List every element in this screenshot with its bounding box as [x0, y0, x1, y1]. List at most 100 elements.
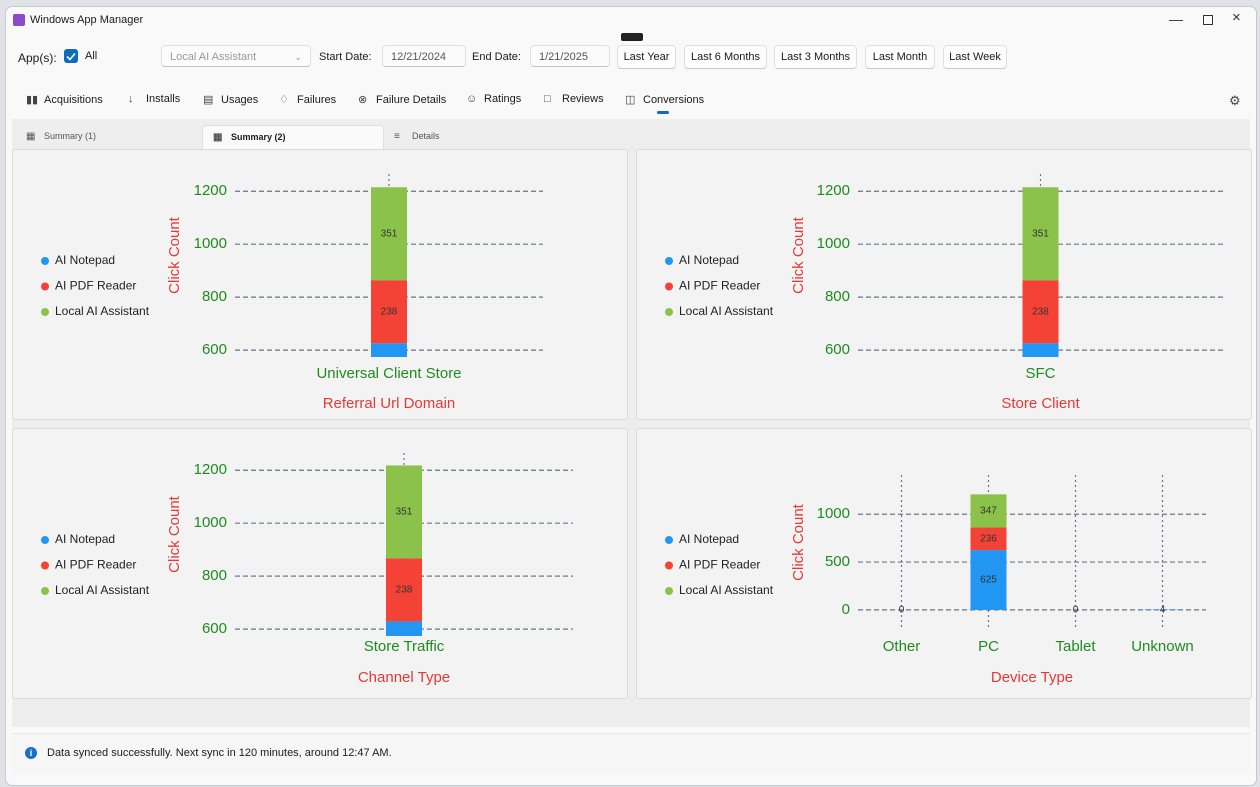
status-message: Data synced successfully. Next sync in 1… — [47, 747, 392, 759]
legend-marker — [665, 536, 673, 544]
subtab-icon: ▦ — [213, 132, 223, 143]
y-tick-label: 1200 — [817, 182, 850, 199]
y-tick-label: 1000 — [817, 235, 850, 252]
dropdown-text: Local AI Assistant — [170, 51, 257, 63]
tab-label: Usages — [221, 94, 259, 106]
apps-label: App(s): — [18, 51, 57, 65]
tab-indicator — [657, 111, 669, 114]
bar-segment — [970, 550, 1007, 610]
end-date[interactable]: 1/21/2025 — [530, 45, 610, 67]
tab-label: Failure Details — [376, 94, 447, 106]
tab[interactable]: ☺ Ratings — [466, 93, 521, 105]
legend-label: Local AI Assistant — [679, 583, 774, 597]
tab[interactable]: ◫ Conversions — [625, 93, 704, 114]
drag-handle — [621, 33, 643, 41]
app-dropdown[interactable]: Local AI Assistant ⌄ — [161, 45, 311, 67]
tab[interactable]: ▤ Usages — [203, 93, 258, 106]
tab-label: Acquisitions — [44, 94, 103, 106]
x-tick-label: PC — [978, 638, 999, 655]
y-axis-title: Click Count — [166, 495, 183, 573]
data-label: 238 — [396, 585, 413, 596]
tab-icon: ◫ — [625, 94, 636, 106]
y-axis-title: Click Count — [166, 216, 183, 294]
data-label: 347 — [980, 506, 997, 517]
subtab[interactable]: ▦ Summary (1) — [16, 125, 196, 148]
window: Windows App Manager — × App(s): All Loca… — [5, 6, 1257, 786]
legend-label: AI Notepad — [679, 532, 739, 546]
range-button[interactable]: Last 3 Months — [774, 45, 857, 69]
bar-segment — [1022, 343, 1059, 357]
legend-marker — [41, 257, 49, 265]
end-label: End Date: — [472, 51, 521, 63]
bar-segment — [970, 527, 1007, 551]
legend-label: AI PDF Reader — [55, 279, 136, 293]
end-date-text: 1/21/2025 — [539, 51, 588, 63]
close[interactable]: × — [1232, 9, 1241, 26]
legend-marker — [665, 587, 673, 595]
bar-segment — [1022, 280, 1059, 344]
x-tick-label: Universal Client Store — [316, 365, 461, 382]
tab-label: Ratings — [484, 93, 522, 105]
range-button[interactable]: Last Year — [617, 45, 676, 69]
x-tick-label: Store Traffic — [364, 638, 445, 655]
chart-panel: AI Notepad AI PDF Reader Local AI Assistan… — [636, 149, 1252, 420]
info-icon: i — [25, 747, 37, 759]
tab-label: Failures — [297, 94, 337, 106]
bar-segment — [386, 465, 422, 559]
legend-label: Local AI Assistant — [55, 304, 150, 318]
subtab-icon: ≡ — [394, 131, 400, 142]
chart-panel: AI Notepad AI PDF Reader Local AI Assistan… — [12, 149, 628, 420]
y-tick-label: 600 — [202, 341, 227, 358]
data-label: 238 — [381, 306, 398, 317]
legend-label: AI Notepad — [679, 253, 739, 267]
data-label: 351 — [396, 507, 413, 518]
legend-label: Local AI Assistant — [55, 583, 150, 597]
tab[interactable]: ⊗ Failure Details — [358, 93, 446, 106]
range-button[interactable]: Last Week — [943, 45, 1007, 69]
tab[interactable]: ▮▮ Acquisitions — [26, 93, 103, 106]
subtab[interactable]: ▦ Summary (2) — [202, 125, 384, 149]
tab-icon: ⊗ — [358, 94, 368, 106]
subtab[interactable]: ≡ Details — [384, 125, 564, 148]
tab-icon: ↓ — [128, 93, 134, 105]
x-axis-title: Device Type — [991, 669, 1073, 686]
y-tick-label: 800 — [825, 288, 850, 305]
legend-label: AI Notepad — [55, 253, 115, 267]
settings[interactable]: ⚙ — [1229, 93, 1241, 108]
legend-label: AI PDF Reader — [55, 558, 136, 572]
start-date[interactable]: 12/21/2024 — [382, 45, 466, 67]
all-checkbox[interactable] — [64, 49, 78, 63]
bar-segment — [371, 343, 407, 357]
x-axis-title: Store Client — [1001, 395, 1080, 412]
bar-segment — [371, 187, 407, 281]
start-label: Start Date: — [319, 51, 372, 63]
chart-panel: AI Notepad AI PDF Reader Local AI Assistan… — [12, 428, 628, 699]
legend-marker — [665, 561, 673, 570]
minimize[interactable]: — — [1169, 11, 1183, 27]
y-axis-title: Click Count — [790, 503, 807, 581]
data-label: 351 — [381, 228, 398, 239]
y-tick-label: 1000 — [194, 235, 227, 252]
data-label: 0 — [1073, 605, 1079, 616]
tab-icon: ♢ — [279, 94, 289, 106]
tab[interactable]: □ Reviews — [544, 93, 604, 105]
start-date-text: 12/21/2024 — [391, 51, 447, 63]
chart: AI Notepad AI PDF Reader Local AI Assistan… — [41, 174, 543, 412]
chart: AI Notepad AI PDF Reader Local AI Assistan… — [665, 475, 1206, 686]
range-button[interactable]: Last Month — [865, 45, 935, 69]
range-button[interactable]: Last 6 Months — [684, 45, 767, 69]
chart: AI Notepad AI PDF Reader Local AI Assistan… — [665, 174, 1223, 412]
y-tick-label: 1200 — [194, 182, 227, 199]
chevron: ⌄ — [294, 52, 302, 62]
y-tick-label: 0 — [842, 601, 850, 618]
tab[interactable]: ♢ Failures — [279, 93, 336, 106]
data-label: 625 — [980, 575, 997, 586]
y-tick-label: 800 — [202, 288, 227, 305]
maximize[interactable] — [1203, 15, 1213, 25]
y-tick-label: 600 — [825, 341, 850, 358]
tab-icon: ▤ — [203, 94, 214, 106]
data-label: 351 — [1032, 228, 1049, 239]
legend-label: AI PDF Reader — [679, 558, 760, 572]
tab[interactable]: ↓ Installs — [128, 93, 180, 105]
bar-segment — [371, 280, 407, 344]
